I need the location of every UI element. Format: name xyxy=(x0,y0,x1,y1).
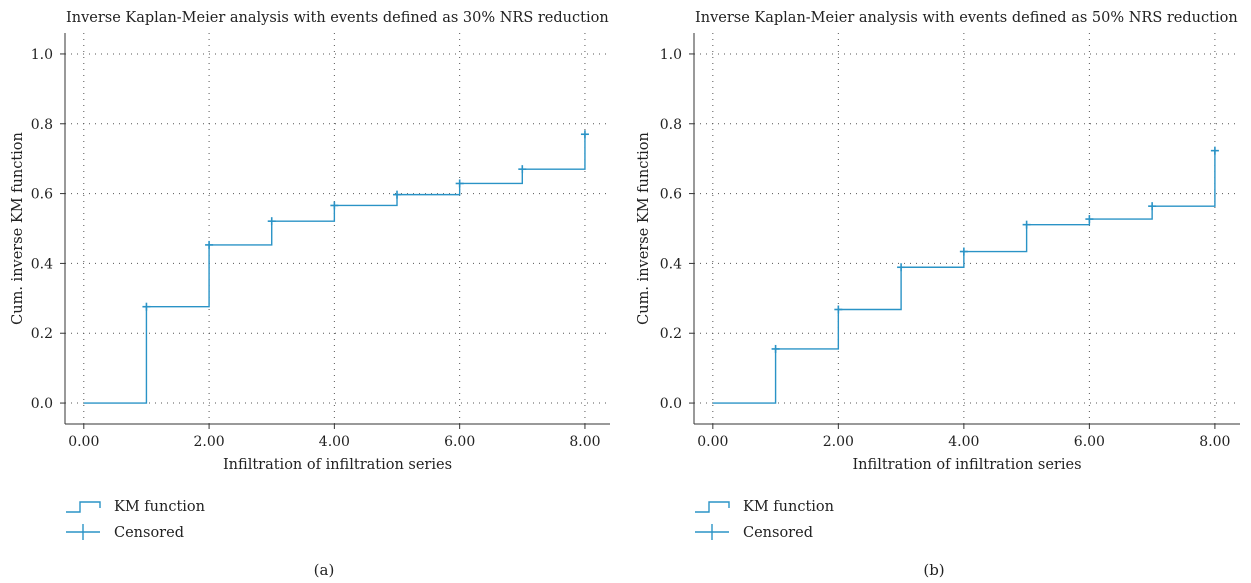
chart-panel-a: Inverse Kaplan-Meier analysis with event… xyxy=(10,10,610,579)
chart-b-svg: Inverse Kaplan-Meier analysis with event… xyxy=(636,10,1240,579)
censored-marker xyxy=(959,247,968,256)
chart-title: Inverse Kaplan-Meier analysis with event… xyxy=(66,10,609,26)
chart-panel-b: Inverse Kaplan-Meier analysis with event… xyxy=(626,0,1251,583)
x-tick-label: 4.00 xyxy=(319,434,350,450)
y-axis-label: Cum. inverse KM function xyxy=(636,132,652,325)
y-tick-label: 0.8 xyxy=(31,117,53,133)
censored-marker xyxy=(518,165,527,174)
y-tick-label: 0.8 xyxy=(660,117,682,133)
y-tick-label: 0.2 xyxy=(31,326,53,342)
censored-marker xyxy=(1085,215,1094,224)
censored-marker xyxy=(580,130,589,139)
censored-marker xyxy=(142,302,151,311)
censored-marker xyxy=(205,240,214,249)
censored-marker xyxy=(455,179,464,188)
x-tick-label: 0.00 xyxy=(68,434,99,450)
censored-marker xyxy=(834,305,843,314)
censored-marker xyxy=(897,263,906,272)
x-axis-label: Infiltration of infiltration series xyxy=(223,457,452,473)
y-tick-label: 0.6 xyxy=(31,187,53,203)
y-tick-label: 0.4 xyxy=(31,256,53,272)
legend-km-swatch xyxy=(66,501,101,513)
censored-marker xyxy=(393,190,402,199)
legend-km-swatch xyxy=(695,501,730,513)
censored-marker xyxy=(267,217,276,226)
censored-marker xyxy=(330,201,339,210)
chart-title: Inverse Kaplan-Meier analysis with event… xyxy=(695,10,1238,26)
y-tick-label: 0.4 xyxy=(660,256,682,272)
chart-a-svg: Inverse Kaplan-Meier analysis with event… xyxy=(10,10,610,579)
x-tick-label: 6.00 xyxy=(444,434,475,450)
y-tick-label: 0.0 xyxy=(31,396,53,412)
y-tick-label: 0.2 xyxy=(660,326,682,342)
km-function-line xyxy=(712,150,1216,404)
y-tick-label: 0.0 xyxy=(660,396,682,412)
x-tick-label: 2.00 xyxy=(193,434,224,450)
censored-marker xyxy=(771,344,780,353)
censored-marker xyxy=(1210,146,1219,155)
x-tick-label: 6.00 xyxy=(1074,434,1105,450)
panel-label: (b) xyxy=(923,561,944,579)
panel-label: (a) xyxy=(314,561,335,579)
legend-censored-label: Censored xyxy=(114,525,184,541)
x-tick-label: 8.00 xyxy=(1199,434,1230,450)
x-tick-label: 4.00 xyxy=(948,434,979,450)
x-tick-label: 2.00 xyxy=(823,434,854,450)
censored-marker xyxy=(1148,202,1157,211)
x-tick-label: 0.00 xyxy=(697,434,728,450)
y-axis-label: Cum. inverse KM function xyxy=(10,132,26,325)
y-tick-label: 0.6 xyxy=(660,187,682,203)
legend-km-label: KM function xyxy=(114,499,205,515)
x-tick-label: 8.00 xyxy=(569,434,600,450)
y-tick-label: 1.0 xyxy=(660,47,682,63)
legend-km-label: KM function xyxy=(743,499,834,515)
x-axis-label: Infiltration of infiltration series xyxy=(852,457,1081,473)
km-function-line xyxy=(83,134,586,404)
legend-censored-label: Censored xyxy=(743,525,813,541)
censored-marker xyxy=(1022,220,1031,229)
y-tick-label: 1.0 xyxy=(31,47,53,63)
